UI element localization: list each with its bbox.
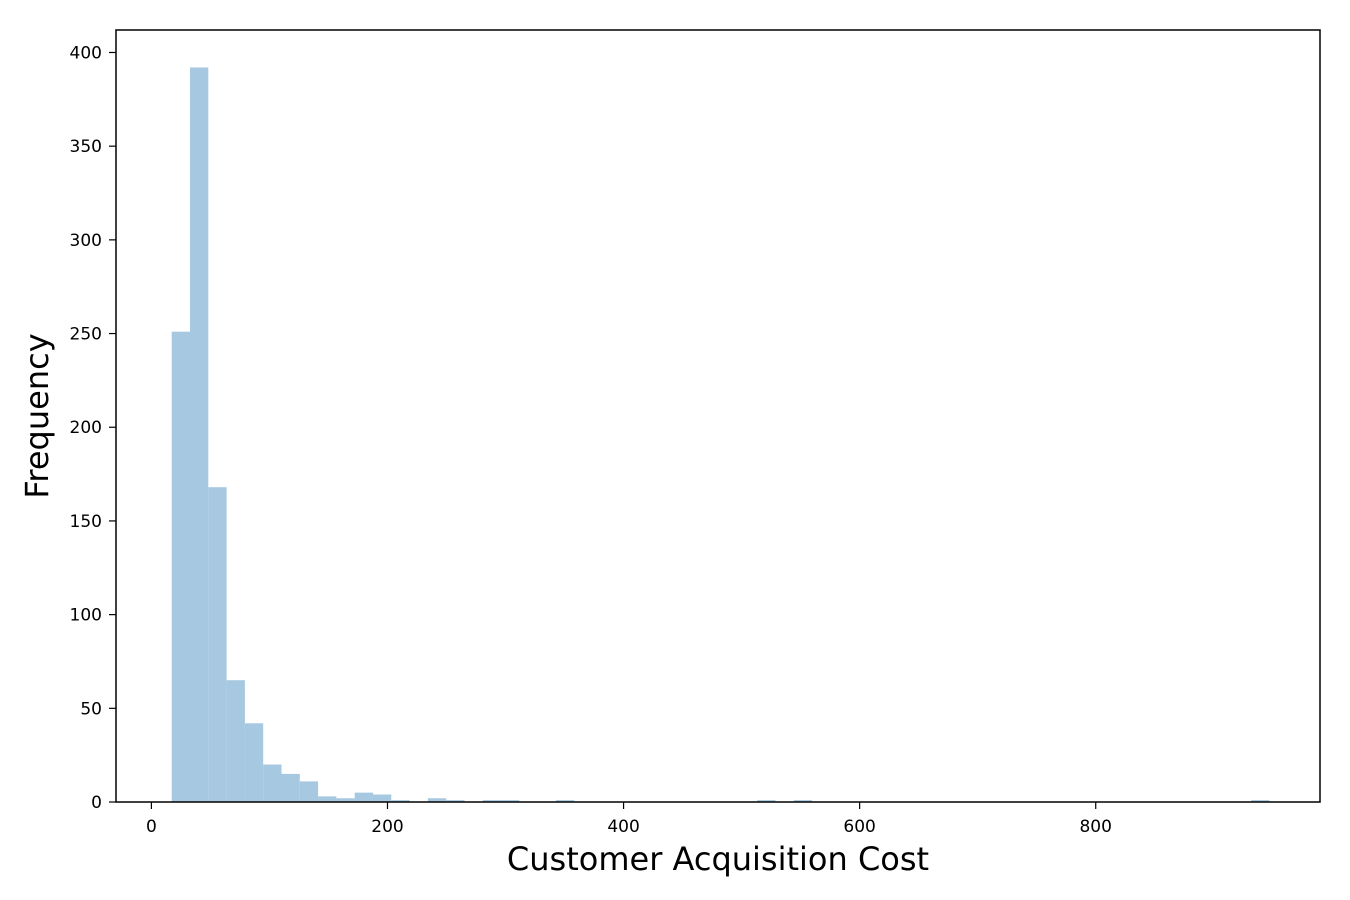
y-tick-label: 200 xyxy=(70,418,102,438)
histogram-bar xyxy=(190,67,209,803)
x-axis-ticks: 0 200 400 600 800 xyxy=(146,802,1112,837)
y-tick-label: 300 xyxy=(70,231,102,251)
bars-group xyxy=(171,67,1270,803)
histogram-bar xyxy=(757,800,776,802)
histogram-bar xyxy=(446,800,465,802)
histogram-bar xyxy=(501,800,520,802)
histogram-bar xyxy=(336,798,355,802)
histogram-bar xyxy=(482,800,502,802)
y-tick-label: 50 xyxy=(80,699,102,719)
x-tick-label: 800 xyxy=(1079,817,1111,837)
x-tick-label: 600 xyxy=(843,817,875,837)
histogram-bar xyxy=(263,764,282,802)
histogram-bar xyxy=(391,800,410,802)
histogram-bar xyxy=(281,773,300,802)
x-tick-label: 200 xyxy=(371,817,403,837)
histogram-bar xyxy=(226,680,245,802)
histogram-bar xyxy=(793,800,813,802)
histogram-bar xyxy=(1251,800,1270,802)
y-tick-label: 350 xyxy=(70,137,102,157)
y-tick-label: 150 xyxy=(70,512,102,532)
histogram-bar xyxy=(244,723,264,802)
y-axis-label: Frequency xyxy=(18,333,56,498)
histogram-bar xyxy=(555,800,575,802)
histogram-bar xyxy=(299,781,319,802)
histogram-bar xyxy=(372,794,392,802)
y-tick-label: 0 xyxy=(91,793,102,813)
y-axis-ticks: 0 50 100 150 200 250 300 350 400 xyxy=(70,43,116,813)
y-tick-label: 400 xyxy=(70,43,102,63)
x-tick-label: 400 xyxy=(607,817,639,837)
x-axis-label: Customer Acquisition Cost xyxy=(507,840,929,878)
y-tick-label: 100 xyxy=(70,606,102,626)
histogram-bar xyxy=(208,487,227,802)
plot-frame xyxy=(115,29,1321,803)
histogram-bar xyxy=(318,796,337,802)
y-tick-label: 250 xyxy=(70,325,102,345)
x-tick-label: 0 xyxy=(146,817,157,837)
histogram-bar xyxy=(427,798,447,802)
histogram-bar xyxy=(354,792,373,802)
histogram-bar xyxy=(171,331,191,802)
